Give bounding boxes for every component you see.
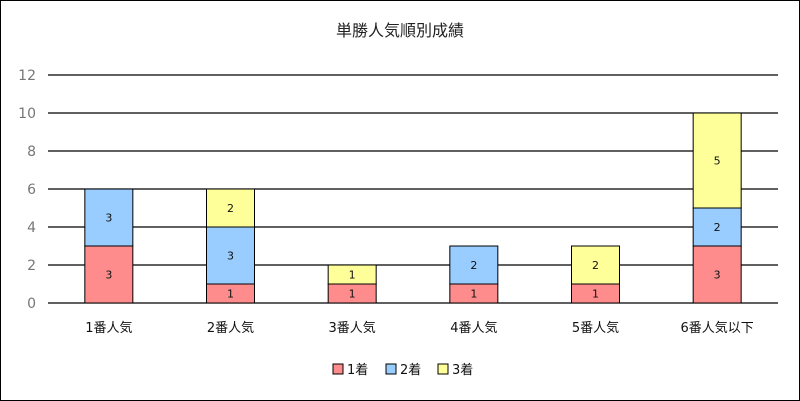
data-label: 2	[714, 221, 721, 234]
bar-segment	[206, 226, 255, 285]
data-label: 3	[714, 269, 721, 282]
x-tick-label: 1番人気	[85, 320, 132, 336]
data-label: 2	[470, 259, 477, 272]
bar-segment	[571, 245, 620, 285]
bar-segment	[692, 207, 742, 247]
data-label: 2	[227, 202, 234, 215]
chart-title: 単勝人気順別成績	[336, 21, 464, 40]
bars: 3 3 1 3 2 1 1 1 2 1 2 3 2 5	[84, 112, 742, 304]
gridlines	[48, 74, 778, 304]
data-label: 5	[714, 155, 721, 168]
bar-segment	[327, 264, 377, 285]
y-tick-label: 12	[18, 68, 36, 84]
data-label: 3	[105, 269, 112, 282]
y-tick-label: 10	[18, 106, 36, 122]
y-tick-label: 6	[27, 182, 36, 198]
legend-label: 1着	[347, 362, 368, 378]
bar-segment	[449, 245, 499, 285]
legend-label: 3着	[452, 362, 473, 378]
x-tick-label: 2番人気	[207, 320, 254, 336]
legend-swatch	[385, 363, 397, 375]
data-label: 1	[470, 288, 477, 301]
data-label: 1	[349, 288, 356, 301]
bar-segment	[206, 188, 255, 228]
data-label: 1	[227, 288, 234, 301]
x-tick-label: 4番人気	[450, 320, 497, 336]
y-axis-ticks: 0 2 4 6 8 10 12	[18, 68, 36, 312]
legend-label: 2着	[400, 362, 421, 378]
legend: 1着 2着 3着	[332, 362, 473, 378]
x-tick-label: 3番人気	[329, 320, 376, 336]
y-tick-label: 4	[27, 220, 36, 236]
legend-swatch	[332, 363, 344, 375]
y-tick-label: 8	[27, 144, 36, 160]
legend-swatch	[437, 363, 449, 375]
data-label: 3	[227, 250, 234, 263]
x-axis-ticks: 1番人気 2番人気 3番人気 4番人気 5番人気 6番人気以下	[85, 320, 754, 336]
bar-segment	[84, 188, 134, 247]
y-tick-label: 2	[27, 258, 36, 274]
data-label: 3	[105, 212, 112, 225]
data-label: 2	[592, 259, 599, 272]
data-label: 1	[592, 288, 599, 301]
bar-segment	[692, 112, 742, 209]
data-label: 1	[349, 269, 356, 282]
bar-segment	[84, 245, 134, 304]
y-tick-label: 0	[27, 296, 36, 312]
x-tick-label: 6番人気以下	[681, 320, 754, 336]
x-tick-label: 5番人気	[572, 320, 619, 336]
